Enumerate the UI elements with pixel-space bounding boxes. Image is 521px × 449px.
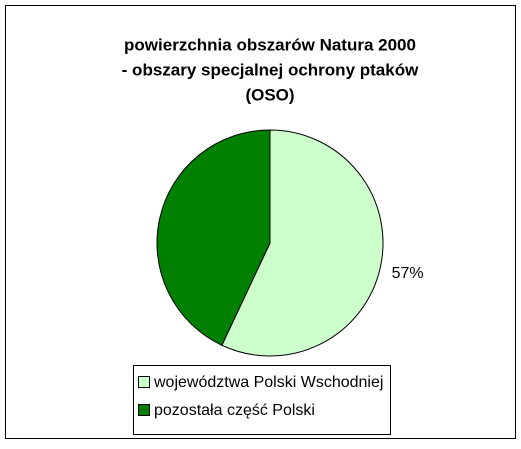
pie-slice bbox=[221, 129, 384, 357]
legend-swatch bbox=[138, 376, 150, 388]
legend-label: województwa Polski Wschodniej bbox=[153, 374, 383, 391]
chart-title: (OSO) bbox=[245, 85, 294, 104]
legend-swatch bbox=[138, 404, 150, 416]
chart-title: powierzchnia obszarów Natura 2000 bbox=[124, 35, 416, 54]
legend-box bbox=[133, 365, 391, 435]
legend-label: pozostała część Polski bbox=[154, 402, 315, 419]
pie-slice bbox=[156, 129, 271, 346]
data-label: 57% bbox=[392, 265, 424, 282]
chart-title: - obszary specjalnej ochrony ptaków bbox=[122, 60, 419, 79]
